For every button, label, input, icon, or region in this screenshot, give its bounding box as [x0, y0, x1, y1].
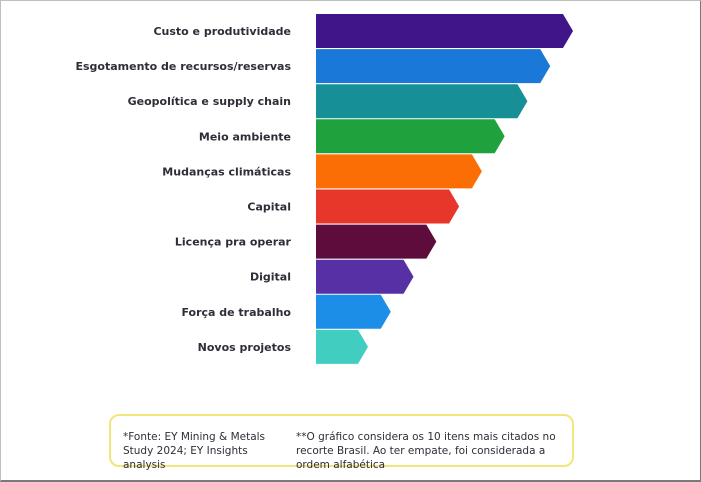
- category-label-4: Meio ambiente: [199, 130, 291, 143]
- bar-2: [316, 49, 551, 84]
- category-label-2: Esgotamento de recursos/reservas: [75, 60, 291, 73]
- bar-5: [316, 154, 482, 189]
- bar-8: [316, 259, 414, 294]
- category-labels-group: Custo e produtividade Esgotamento de recu…: [75, 25, 291, 354]
- bar-1: [316, 14, 573, 48]
- bar-10: [316, 329, 368, 364]
- category-label-7: Licença pra operar: [175, 236, 292, 249]
- bar-4: [316, 119, 505, 154]
- category-label-3: Geopolítica e supply chain: [128, 95, 291, 108]
- method-note: **O gráfico considera os 10 itens mais c…: [296, 431, 556, 471]
- footnote-box: *Fonte: EY Mining & Metals Study 2024; E…: [109, 414, 574, 471]
- category-label-10: Novos projetos: [198, 341, 292, 354]
- bars-group: [316, 14, 573, 364]
- bar-7: [316, 224, 437, 259]
- category-label-6: Capital: [247, 201, 291, 214]
- bar-6: [316, 189, 460, 224]
- category-label-5: Mudanças climáticas: [162, 165, 291, 178]
- source-note: *Fonte: EY Mining & Metals Study 2024; E…: [123, 431, 266, 471]
- category-label-9: Força de trabalho: [181, 306, 291, 319]
- bar-9: [316, 294, 391, 329]
- category-label-8: Digital: [250, 271, 291, 284]
- bar-3: [316, 84, 528, 119]
- category-label-1: Custo e produtividade: [153, 25, 291, 38]
